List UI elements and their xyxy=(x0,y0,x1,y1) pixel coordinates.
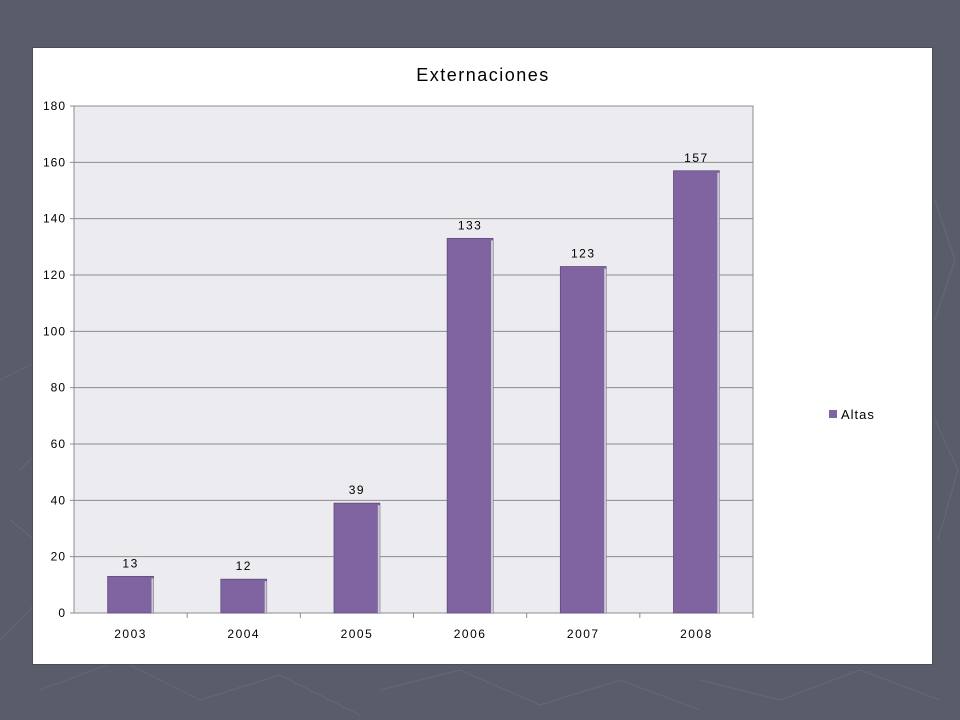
y-tick-label: 160 xyxy=(43,155,66,169)
plot-area xyxy=(73,105,754,614)
x-tick-label: 2008 xyxy=(680,627,713,641)
x-tick-label: 2005 xyxy=(341,627,374,641)
data-label: 133 xyxy=(458,218,483,232)
bar-2004 xyxy=(220,578,268,614)
bar-shadow xyxy=(377,505,380,613)
legend-swatch xyxy=(829,410,837,418)
y-tick-label: 80 xyxy=(51,381,66,395)
y-axis-ticks: 0 20 40 60 80 100 120 140 160 180 xyxy=(43,99,74,620)
chart-title: Externaciones xyxy=(416,65,550,85)
bar-2007 xyxy=(559,266,607,614)
bar-2008 xyxy=(673,170,720,614)
y-tick-label: 40 xyxy=(51,493,66,507)
y-tick-label: 20 xyxy=(51,550,66,564)
data-label: 12 xyxy=(236,559,252,573)
bar-2006 xyxy=(446,237,494,614)
data-label: 123 xyxy=(571,247,596,261)
legend-label: Altas xyxy=(841,407,875,422)
bar-shadow xyxy=(264,581,267,613)
y-tick-label: 0 xyxy=(58,606,66,620)
bar-2003 xyxy=(107,575,154,614)
chart-svg: Externaciones 0 20 40 60 80 100 120 140 160 180 1… xyxy=(43,65,875,641)
legend: Altas xyxy=(829,407,875,422)
x-tick-label: 2006 xyxy=(454,627,487,641)
y-tick-label: 180 xyxy=(43,99,66,113)
bar-shadow xyxy=(717,172,720,613)
gridlines xyxy=(74,161,753,558)
y-tick-label: 120 xyxy=(43,268,66,282)
data-label: 13 xyxy=(122,556,138,570)
x-axis-labels: 2003 2004 2005 2006 2007 2008 xyxy=(114,613,754,641)
chart-frame: Externaciones 0 20 40 60 80 100 120 140 160 180 1… xyxy=(32,47,933,665)
data-label: 39 xyxy=(349,483,365,497)
bar-shadow xyxy=(151,578,154,613)
y-tick-label: 100 xyxy=(43,324,66,338)
bar-shadow xyxy=(490,240,493,613)
x-tick-label: 2004 xyxy=(227,627,260,641)
bar-2005 xyxy=(333,502,381,614)
data-label: 157 xyxy=(684,151,709,165)
y-tick-label: 140 xyxy=(43,212,66,226)
x-tick-label: 2003 xyxy=(114,627,147,641)
x-tick-label: 2007 xyxy=(567,627,600,641)
y-tick-label: 60 xyxy=(51,437,66,451)
bar-shadow xyxy=(604,268,607,613)
bars: 13 12 39 133 123 157 xyxy=(107,151,720,614)
